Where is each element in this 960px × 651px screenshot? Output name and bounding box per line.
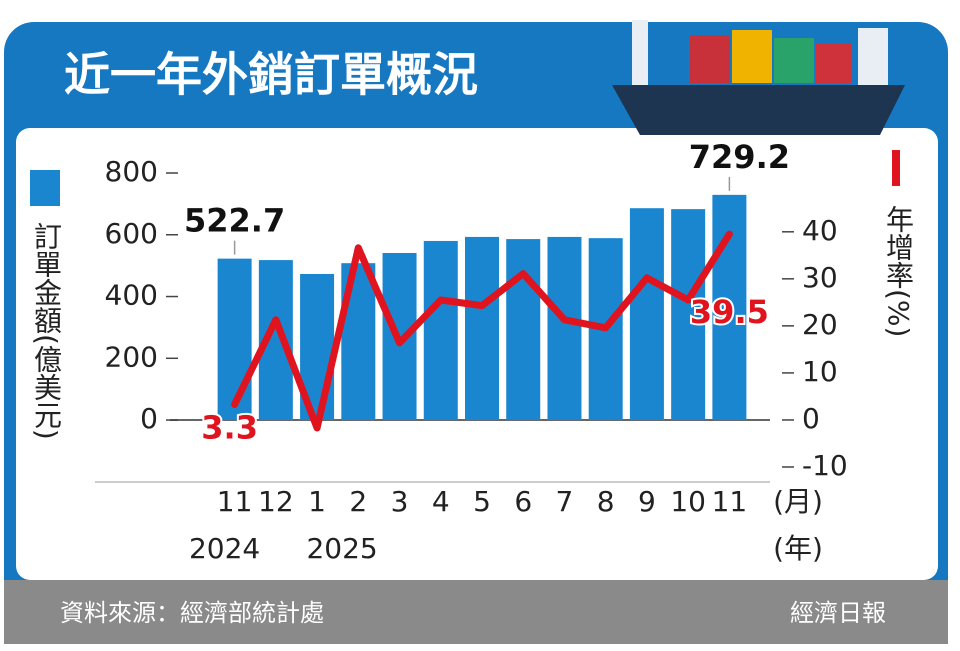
bar [506,239,541,421]
bar [423,240,458,421]
bar [629,208,664,421]
bar [671,209,706,421]
legend-swatch [892,150,900,186]
year-unit: (年) [773,532,823,565]
x-tick-label: 3 [391,485,409,518]
x-tick-label: 11 [712,485,748,518]
ship-illustration [612,20,905,135]
y-tick-label: 0 [140,402,158,435]
x-tick-label: 12 [258,485,294,518]
legend-label: 訂單金額(億美元) [30,222,63,440]
x-tick-label: 11 [217,485,253,518]
data-label: 729.2 [689,138,790,176]
y2-tick-label: -10 [802,449,848,482]
bar [547,236,582,421]
x-unit: (月) [773,485,823,518]
x-tick-label: 2 [349,485,367,518]
y-tick-label: 400 [105,279,158,312]
x-tick-label: 5 [473,485,491,518]
x-tick-label: 7 [556,485,574,518]
chart-title: 近一年外銷訂單概況 [64,48,478,102]
x-tick-label: 10 [670,485,706,518]
bar [465,236,499,421]
source-note: 資料來源：經濟部統計處 [60,599,324,627]
y2-tick-label: 30 [802,261,838,294]
y2-tick-label: 40 [802,214,838,247]
y-tick-label: 200 [105,340,158,373]
year-label: 2024 [189,532,260,565]
bar [217,258,252,421]
y2-tick-label: 10 [802,355,838,388]
legend-swatch [30,170,60,206]
y-tick-label: 800 [105,155,158,188]
data-label: 39.5 [690,293,769,331]
line [231,230,733,432]
x-tick-label: 6 [514,485,532,518]
data-label: 3.3 [201,408,258,446]
footer-bar [4,580,948,644]
legend-label: 年增率(%) [882,205,915,338]
year-label: 2025 [306,532,377,565]
x-tick-label: 9 [638,485,656,518]
y-tick-label: 600 [105,217,158,250]
brand: 經濟日報 [790,599,886,627]
y2-tick-label: 20 [802,308,838,341]
x-tick-label: 4 [432,485,450,518]
y2-tick-label: 0 [802,402,820,435]
x-tick-label: 1 [308,485,326,518]
x-tick-label: 8 [597,485,615,518]
data-label: 522.7 [184,202,285,240]
